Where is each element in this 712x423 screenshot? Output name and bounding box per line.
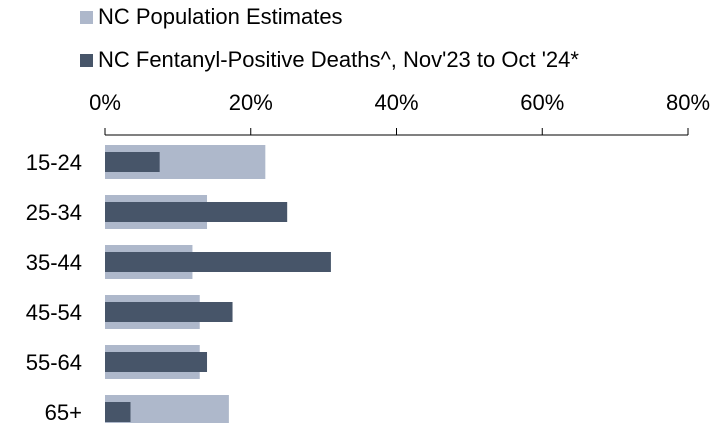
category-label: 45-54 <box>26 300 82 325</box>
bar-deaths <box>105 202 288 222</box>
x-tick-label: 40% <box>374 90 418 115</box>
category-label: 15-24 <box>26 150 82 175</box>
x-tick-label: 0% <box>89 90 121 115</box>
x-tick-label: 80% <box>666 90 710 115</box>
legend-swatch-deaths <box>80 53 93 67</box>
legend-label-deaths: NC Fentanyl-Positive Deaths^, Nov'23 to … <box>98 47 579 72</box>
x-tick-label: 60% <box>520 90 564 115</box>
legend-item-population: NC Population Estimates <box>80 5 343 29</box>
bar-deaths <box>105 152 160 172</box>
legend-item-deaths: NC Fentanyl-Positive Deaths^, Nov'23 to … <box>80 48 579 72</box>
legend-swatch-population <box>80 10 93 24</box>
bar-deaths <box>105 352 208 372</box>
bar-deaths <box>105 252 331 272</box>
category-label: 35-44 <box>26 250 82 275</box>
x-tick-label: 20% <box>229 90 273 115</box>
category-label: 55-64 <box>26 350 82 375</box>
category-label: 65+ <box>45 400 82 423</box>
category-label: 25-34 <box>26 200 82 225</box>
legend-label-population: NC Population Estimates <box>98 4 343 29</box>
bar-deaths <box>105 402 131 422</box>
bar-deaths <box>105 302 233 322</box>
